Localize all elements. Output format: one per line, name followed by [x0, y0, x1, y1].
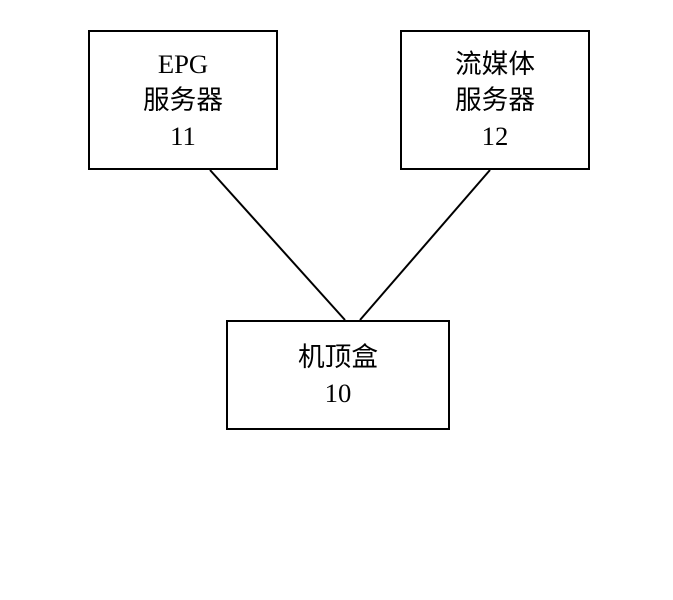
node-stb-line2: 10: [325, 375, 352, 411]
node-media-line1: 流媒体: [455, 46, 535, 82]
edge-media-stb: [360, 170, 490, 320]
node-epg-server: EPG 服务器 11: [88, 30, 278, 170]
node-epg-line2: 服务器: [143, 82, 223, 118]
node-stb-line1: 机顶盒: [298, 339, 378, 375]
node-stb: 机顶盒 10: [226, 320, 450, 430]
node-epg-line3: 11: [170, 118, 196, 154]
node-media-server: 流媒体 服务器 12: [400, 30, 590, 170]
node-epg-line1: EPG: [158, 46, 208, 82]
edge-epg-stb: [210, 170, 345, 320]
node-media-line3: 12: [482, 118, 509, 154]
node-media-line2: 服务器: [455, 82, 535, 118]
diagram-canvas: EPG 服务器 11 流媒体 服务器 12 机顶盒 10: [0, 0, 673, 600]
